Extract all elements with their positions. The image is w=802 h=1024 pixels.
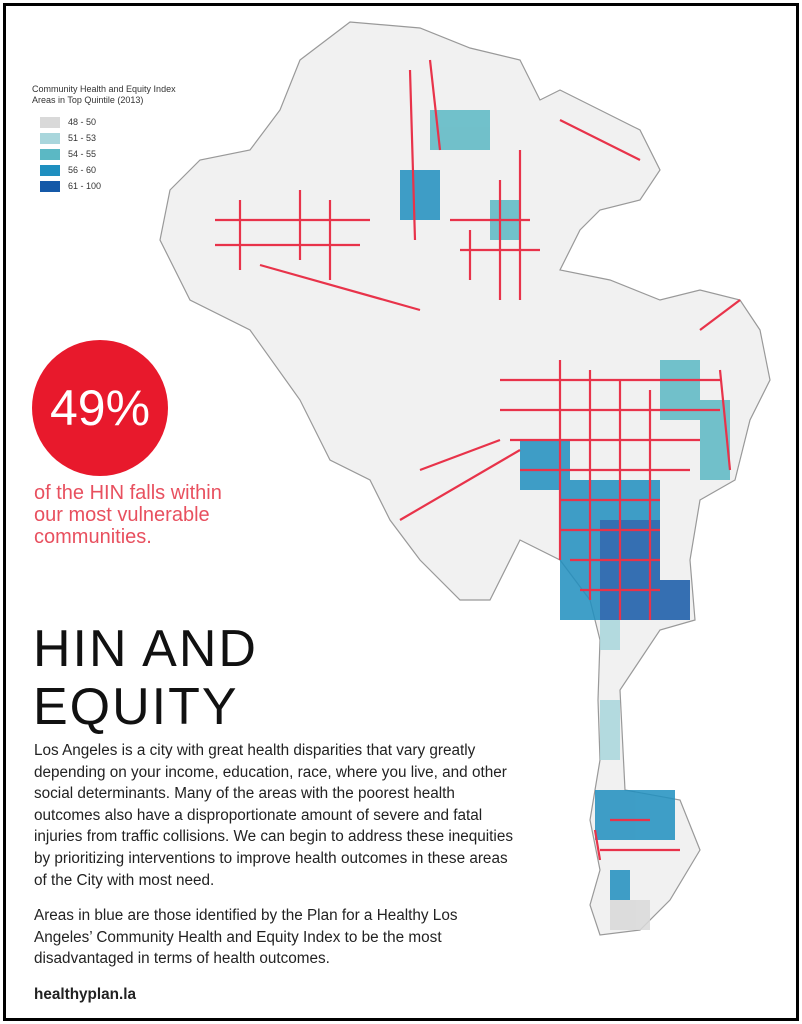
frame xyxy=(3,3,799,1021)
caption-line: communities. xyxy=(34,526,152,548)
stat-circle: 49% xyxy=(32,340,168,476)
legend-label: 61 - 100 xyxy=(68,180,102,191)
legend-item: 51 - 53 xyxy=(32,130,176,146)
stat-value: 49% xyxy=(49,380,151,436)
body-text: Los Angeles is a city with great health … xyxy=(34,740,514,1006)
index-areas xyxy=(400,110,730,930)
legend-label: 51 - 53 xyxy=(68,132,97,143)
legend-title: Community Health and Equity Index xyxy=(32,84,176,94)
link[interactable]: healthyplan.la xyxy=(34,985,137,1003)
heading-line: EQUITY xyxy=(33,678,239,736)
legend-swatch xyxy=(40,132,60,144)
legend-item: 54 - 55 xyxy=(32,146,176,162)
legend-swatch xyxy=(40,164,60,176)
legend-title: Areas in Top Quintile (2013) xyxy=(32,95,144,105)
stat-caption: of the HIN falls within our most vulnerab… xyxy=(34,482,222,548)
legend-swatch xyxy=(40,180,60,192)
legend-swatch xyxy=(40,116,60,128)
legend-items: 48 - 50 51 - 53 54 - 55 56 - 60 61 - 100 xyxy=(32,114,176,194)
heading: HIN AND EQUITY xyxy=(33,620,258,736)
heading-line: HIN AND xyxy=(33,620,258,678)
legend-item: 56 - 60 xyxy=(32,162,176,178)
legend-label: 54 - 55 xyxy=(68,148,97,159)
legend: Community Health and Equity Index Areas … xyxy=(32,84,176,194)
paragraph: Areas in blue are those identified by th… xyxy=(34,907,458,968)
legend-item: 48 - 50 xyxy=(32,114,176,130)
legend-label: 48 - 50 xyxy=(68,116,97,127)
legend-label: 56 - 60 xyxy=(68,164,97,175)
caption-line: our most vulnerable xyxy=(34,504,210,526)
legend-swatch xyxy=(40,148,60,160)
legend-item: 61 - 100 xyxy=(32,178,176,194)
caption-line: of the HIN falls within xyxy=(34,482,222,504)
hin-streets xyxy=(215,59,741,861)
paragraph: Los Angeles is a city with great health … xyxy=(34,742,513,889)
